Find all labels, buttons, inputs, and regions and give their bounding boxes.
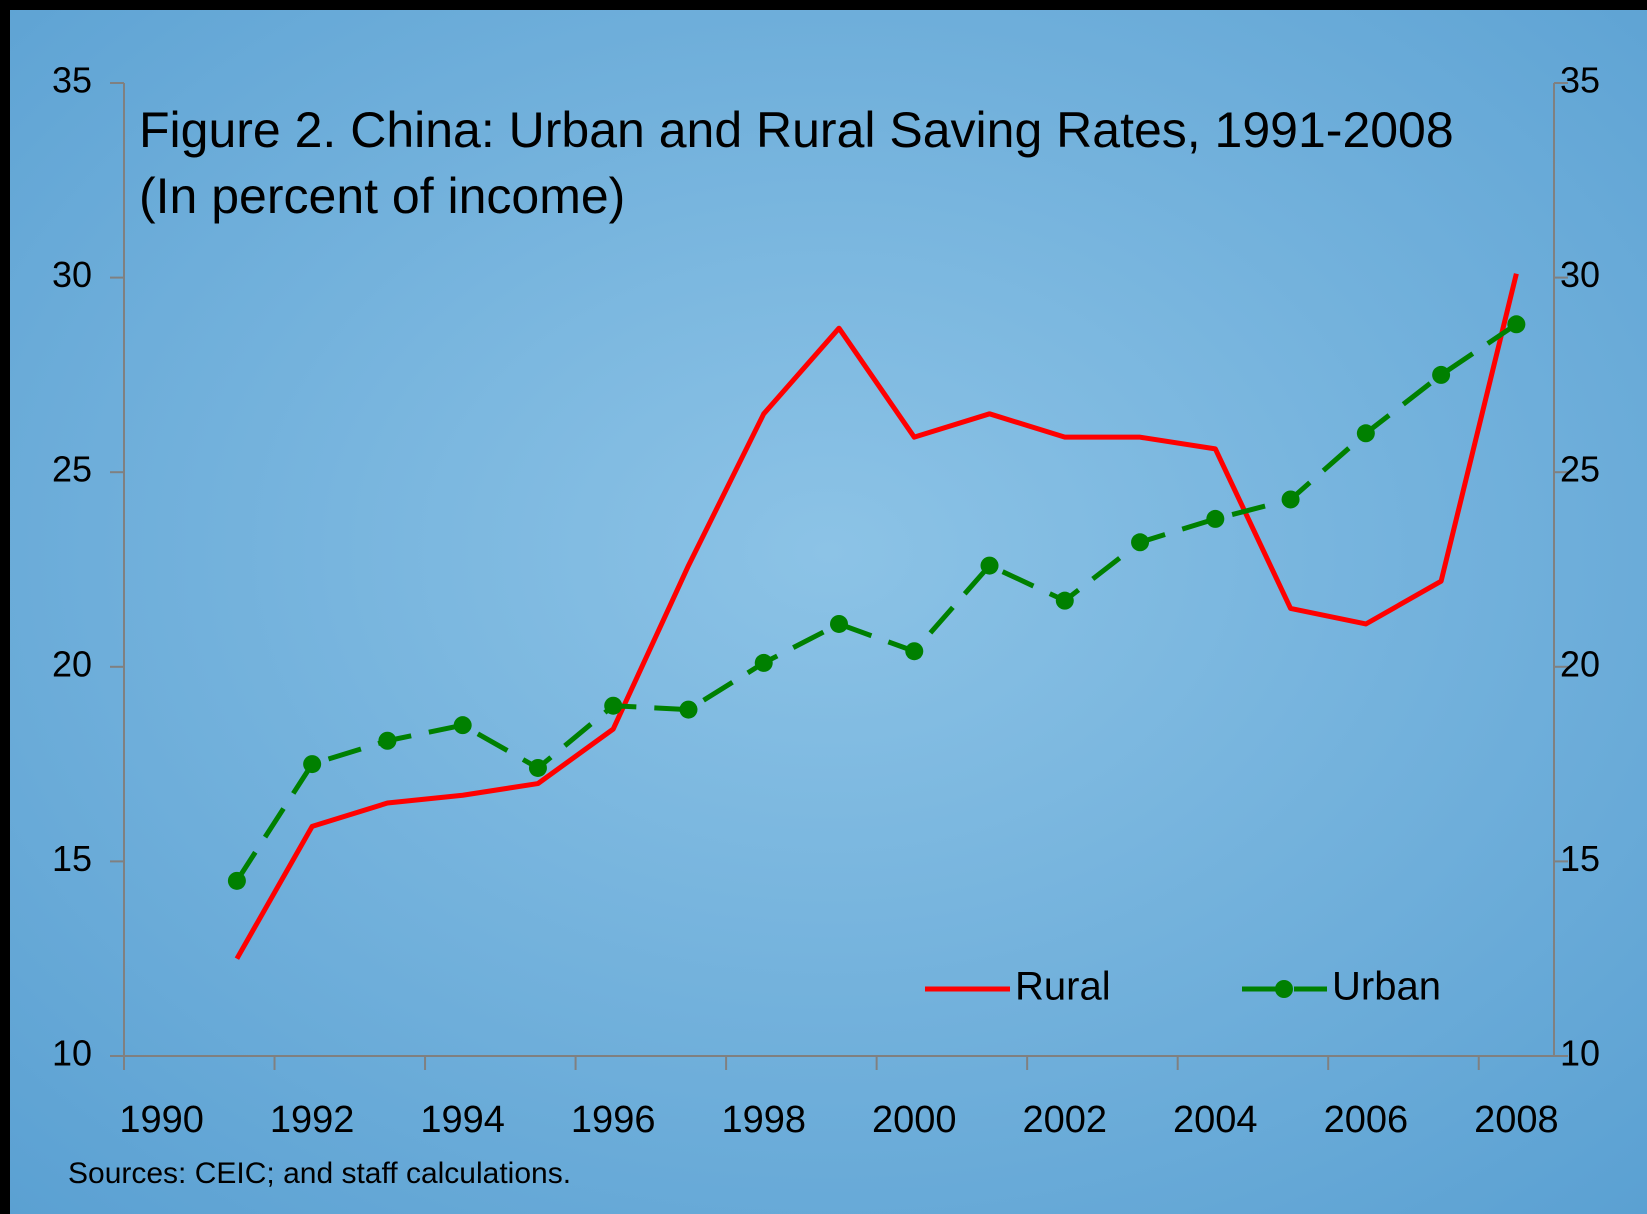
y2-tick-label: 35 xyxy=(1560,60,1600,101)
legend-label: Urban xyxy=(1332,965,1441,1009)
series-marker xyxy=(1356,424,1375,443)
series-marker xyxy=(453,716,472,735)
series-marker xyxy=(1432,365,1451,384)
chart-title: Figure 2. China: Urban and Rural Saving … xyxy=(139,102,1454,158)
series-marker xyxy=(1281,490,1300,509)
series-marker xyxy=(980,556,999,575)
y-tick-label: 20 xyxy=(52,643,92,684)
y-tick-label: 30 xyxy=(52,254,92,295)
y-tick-label: 15 xyxy=(52,838,92,879)
x-tick-label: 2002 xyxy=(1023,1099,1108,1141)
series-marker xyxy=(754,653,773,672)
chart-subtitle: (In percent of income) xyxy=(139,168,625,224)
x-tick-label: 2000 xyxy=(872,1099,957,1141)
x-tick-label: 2006 xyxy=(1324,1099,1409,1141)
series-line xyxy=(234,322,1518,883)
y-tick-label: 25 xyxy=(52,449,92,490)
y2-tick-label: 20 xyxy=(1560,643,1600,684)
x-tick-label: 2004 xyxy=(1173,1099,1258,1141)
y2-tick-label: 15 xyxy=(1560,838,1600,879)
y2-tick-label: 25 xyxy=(1560,449,1600,490)
series-line xyxy=(234,273,1519,960)
series-marker xyxy=(528,758,547,777)
y-tick-label: 35 xyxy=(52,60,92,101)
x-tick-label: 1992 xyxy=(270,1099,355,1141)
series-marker xyxy=(1055,591,1074,610)
x-tick-label: 1990 xyxy=(119,1099,204,1141)
y2-tick-label: 30 xyxy=(1560,254,1600,295)
x-tick-label: 1998 xyxy=(721,1099,806,1141)
series-marker xyxy=(830,614,848,633)
series-marker xyxy=(1507,315,1526,334)
series-marker xyxy=(905,642,924,661)
series-marker xyxy=(378,731,397,750)
x-tick-label: 1996 xyxy=(571,1099,656,1141)
series-marker xyxy=(1131,533,1150,552)
background xyxy=(10,10,1647,1214)
series-marker xyxy=(679,700,698,719)
series-marker xyxy=(227,871,246,890)
x-tick-label: 1994 xyxy=(420,1099,505,1141)
source-note: Sources: CEIC; and staff calculations. xyxy=(68,1157,571,1190)
legend-marker xyxy=(1275,980,1293,998)
series-marker xyxy=(604,696,623,715)
series-marker xyxy=(1206,509,1225,528)
x-tick-label: 2008 xyxy=(1474,1099,1559,1141)
series-marker xyxy=(303,755,322,774)
y-tick-label: 10 xyxy=(52,1033,92,1074)
legend-label: Rural xyxy=(1015,965,1111,1009)
y2-tick-label: 10 xyxy=(1560,1033,1600,1074)
